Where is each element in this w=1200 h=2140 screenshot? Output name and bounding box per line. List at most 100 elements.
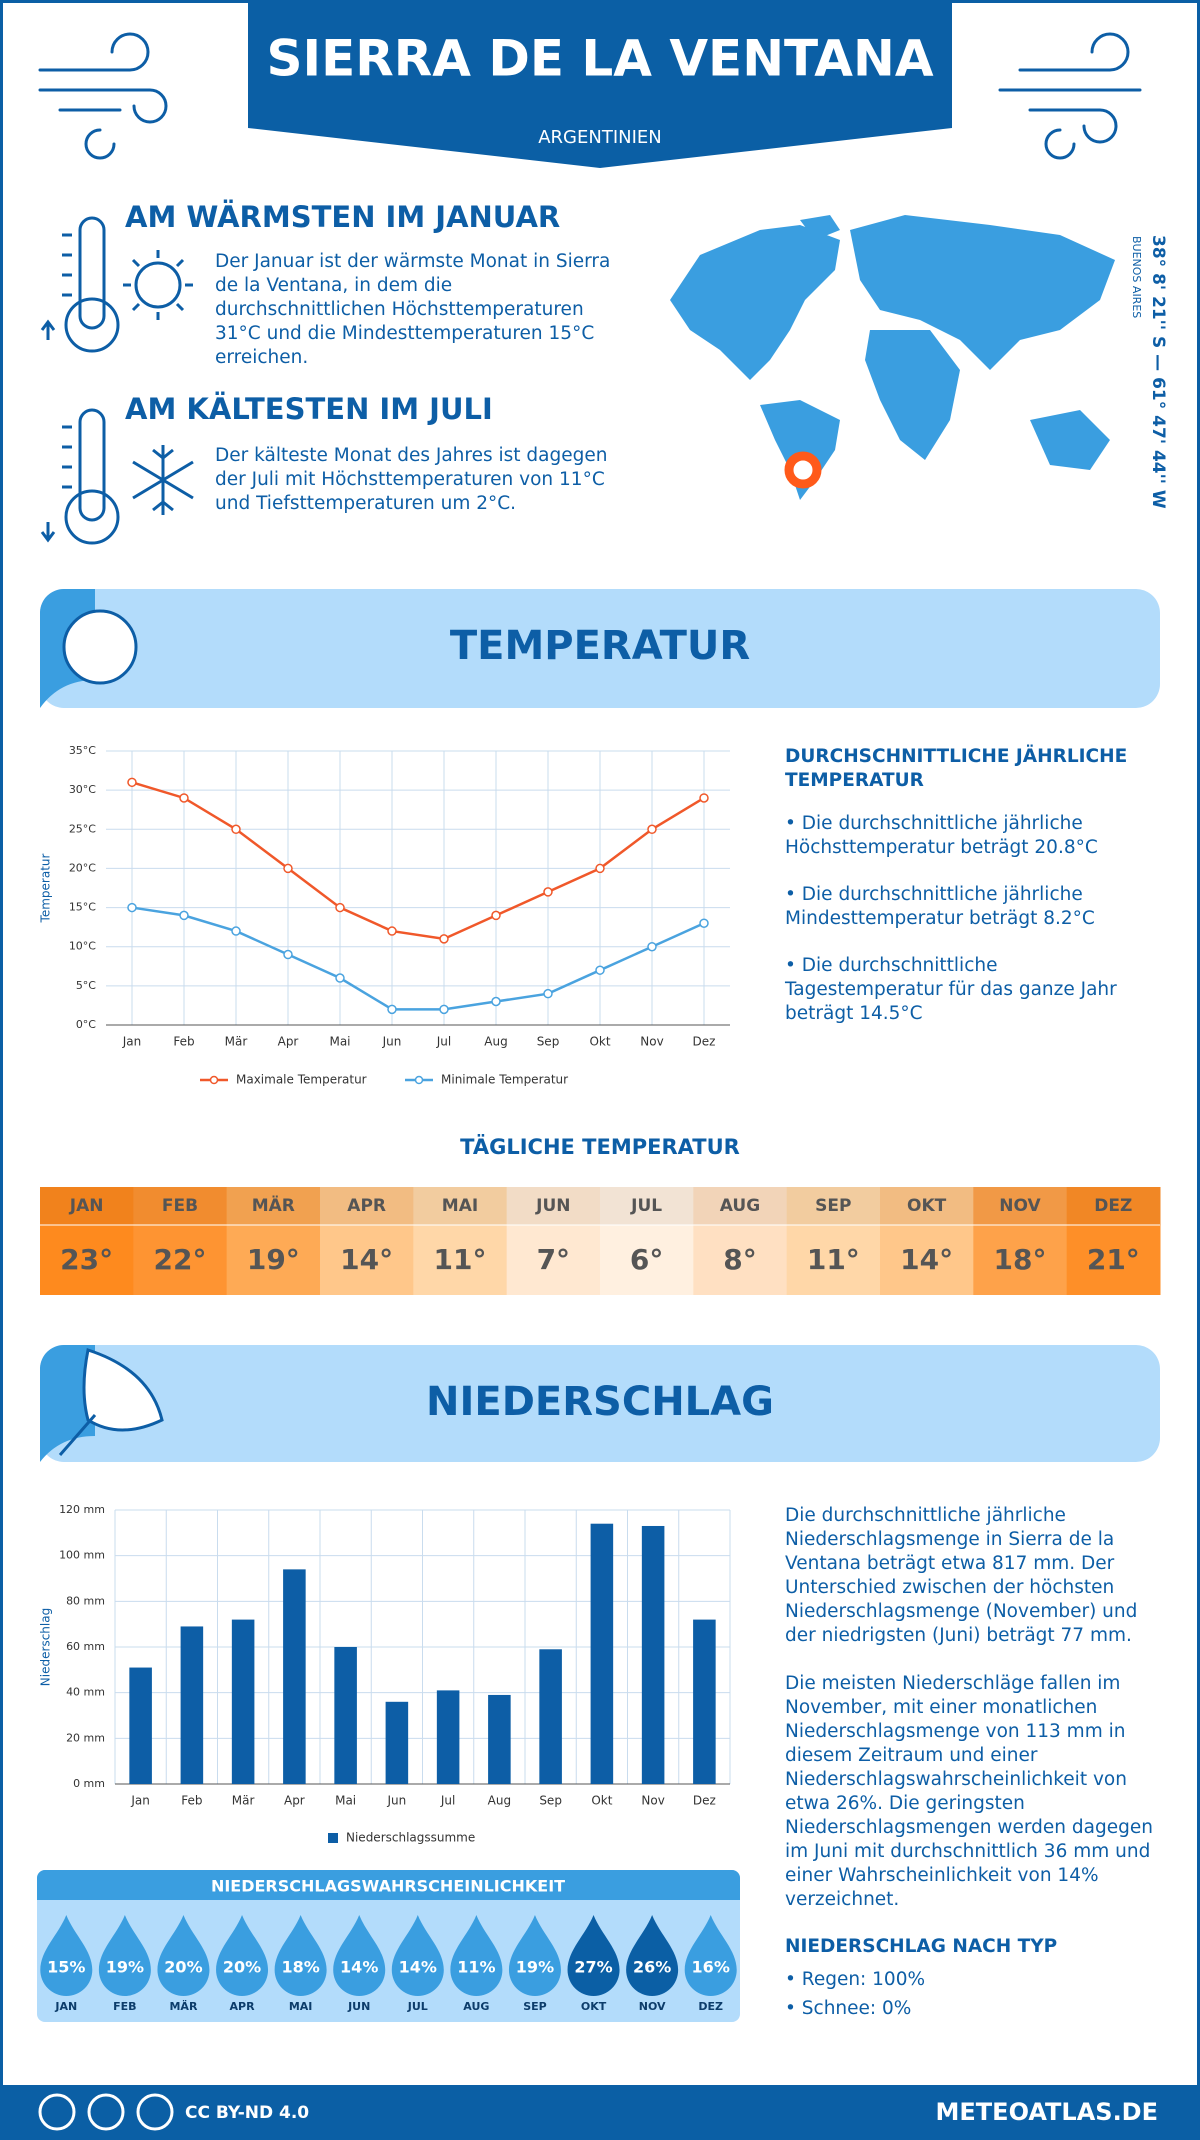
y-tick-label: 20°C bbox=[69, 861, 96, 874]
daily-header-shade bbox=[320, 1187, 414, 1225]
daily-month: NOV bbox=[999, 1196, 1041, 1216]
drop-value: 27% bbox=[574, 1958, 612, 1977]
summary-item: • Die durchschnittliche Tagestemperatur … bbox=[785, 955, 1117, 1024]
site: METEOATLAS.DE bbox=[936, 2098, 1158, 2126]
legend-label: Maximale Temperatur bbox=[236, 1073, 367, 1087]
daily-header-shade bbox=[506, 1187, 601, 1225]
drop bbox=[450, 1915, 503, 1997]
bar bbox=[590, 1523, 614, 1784]
x-tick-label: Sep bbox=[537, 1035, 560, 1049]
x-tick-label: Sep bbox=[539, 1794, 562, 1808]
legend-label: Minimale Temperatur bbox=[441, 1073, 568, 1087]
daily-header-shade bbox=[786, 1187, 881, 1225]
daily-cell bbox=[133, 1187, 228, 1295]
drop bbox=[333, 1915, 386, 1997]
bar bbox=[539, 1649, 562, 1784]
umbrella-icon bbox=[58, 1348, 164, 1456]
drop bbox=[40, 1915, 93, 1996]
daily-value: 7° bbox=[537, 1243, 570, 1276]
highlight-title: AM WÄRMSTEN IM JANUAR bbox=[125, 200, 561, 234]
y-tick-label: 10°C bbox=[69, 940, 96, 953]
daily-header-shade bbox=[413, 1187, 508, 1225]
daily-header-shade bbox=[973, 1187, 1068, 1225]
point bbox=[595, 965, 605, 975]
point bbox=[543, 988, 553, 999]
daily-value: 23° bbox=[60, 1243, 113, 1276]
y-axis-label: Temperatur bbox=[39, 853, 53, 923]
precip-text: Die durchschnittliche jährliche Niedersc… bbox=[785, 1505, 1138, 1646]
coordinates: 38° 8' 21'' S — 61° 47' 44'' W bbox=[1148, 235, 1168, 509]
point bbox=[439, 1004, 449, 1015]
daily-header-shade bbox=[226, 1187, 321, 1225]
legend-label: Niederschlagssumme bbox=[346, 1831, 475, 1845]
location-marker bbox=[784, 451, 822, 489]
daily-value: 22° bbox=[154, 1243, 207, 1276]
x-tick-label: Apr bbox=[278, 1035, 299, 1049]
daily-month: JAN bbox=[69, 1196, 104, 1216]
bar bbox=[231, 1619, 255, 1784]
section-title: NIEDERSCHLAG bbox=[426, 1379, 774, 1425]
x-tick-label: Okt bbox=[589, 1035, 610, 1049]
x-tick-label: Aug bbox=[484, 1035, 507, 1049]
x-tick-label: Feb bbox=[173, 1035, 194, 1049]
daily-cell bbox=[413, 1187, 508, 1295]
drop-month: DEZ bbox=[698, 2000, 723, 2013]
drop-value: 20% bbox=[223, 1958, 261, 1977]
drop-month: MAI bbox=[289, 2000, 313, 2013]
line bbox=[131, 906, 705, 1011]
drop-month: FEB bbox=[113, 2000, 136, 2013]
point bbox=[543, 887, 553, 897]
point bbox=[335, 973, 345, 983]
point bbox=[283, 949, 293, 960]
drop-month: MÄR bbox=[169, 1999, 197, 2013]
point bbox=[699, 918, 709, 928]
x-tick-label: Jun bbox=[382, 1035, 402, 1049]
y-tick-label: 0°C bbox=[76, 1018, 96, 1031]
daily-cell bbox=[973, 1187, 1068, 1295]
section-title: TEMPERATUR bbox=[450, 623, 750, 669]
summary-title: DURCHSCHNITTLICHE JÄHRLICHE TEMPERATUR bbox=[785, 746, 1128, 791]
y-tick-label: 0 mm bbox=[73, 1777, 105, 1790]
drop bbox=[684, 1915, 737, 1997]
precip-text: Die meisten Niederschläge fallen im Nove… bbox=[785, 1673, 1153, 1910]
y-tick-label: 5°C bbox=[76, 979, 96, 992]
page-title: SIERRA DE LA VENTANA bbox=[266, 30, 933, 88]
drop-value: 20% bbox=[164, 1958, 202, 1977]
daily-value: 8° bbox=[723, 1243, 756, 1276]
y-tick-label: 60 mm bbox=[66, 1640, 105, 1653]
y-tick-label: 100 mm bbox=[59, 1549, 105, 1562]
summary-item: • Die durchschnittliche jährliche Mindes… bbox=[785, 884, 1095, 929]
probability-header bbox=[37, 1870, 740, 1900]
drop bbox=[98, 1915, 151, 1997]
drop-value: 15% bbox=[47, 1958, 85, 1977]
point bbox=[699, 793, 709, 803]
point bbox=[491, 910, 501, 921]
summary-item: • Die durchschnittliche jährliche Höchst… bbox=[785, 813, 1098, 858]
drop-value: 19% bbox=[106, 1958, 144, 1977]
highlight-text: Der kälteste Monat des Jahres ist dagege… bbox=[215, 445, 608, 514]
header-band bbox=[248, 0, 952, 168]
daily-value: 19° bbox=[247, 1243, 300, 1276]
y-axis-label: Niederschlag bbox=[39, 1608, 53, 1686]
bar bbox=[488, 1694, 511, 1784]
x-tick-label: Okt bbox=[591, 1794, 612, 1808]
drop-value: 14% bbox=[340, 1958, 378, 1977]
point bbox=[231, 926, 241, 936]
daily-month: MAI bbox=[442, 1196, 478, 1216]
drop bbox=[274, 1915, 327, 1997]
daily-month: APR bbox=[347, 1196, 386, 1216]
daily-value: 21° bbox=[1087, 1243, 1140, 1276]
daily-header-shade bbox=[133, 1187, 228, 1225]
section-banner bbox=[40, 1345, 1160, 1462]
bar bbox=[436, 1690, 460, 1784]
drop-value: 16% bbox=[692, 1958, 730, 1977]
point bbox=[179, 910, 189, 921]
daily-cell bbox=[693, 1187, 788, 1295]
daily-month: MÄR bbox=[252, 1194, 295, 1216]
footer-band bbox=[0, 2085, 1200, 2140]
point bbox=[439, 934, 449, 944]
bar bbox=[693, 1619, 716, 1784]
point bbox=[283, 863, 293, 874]
